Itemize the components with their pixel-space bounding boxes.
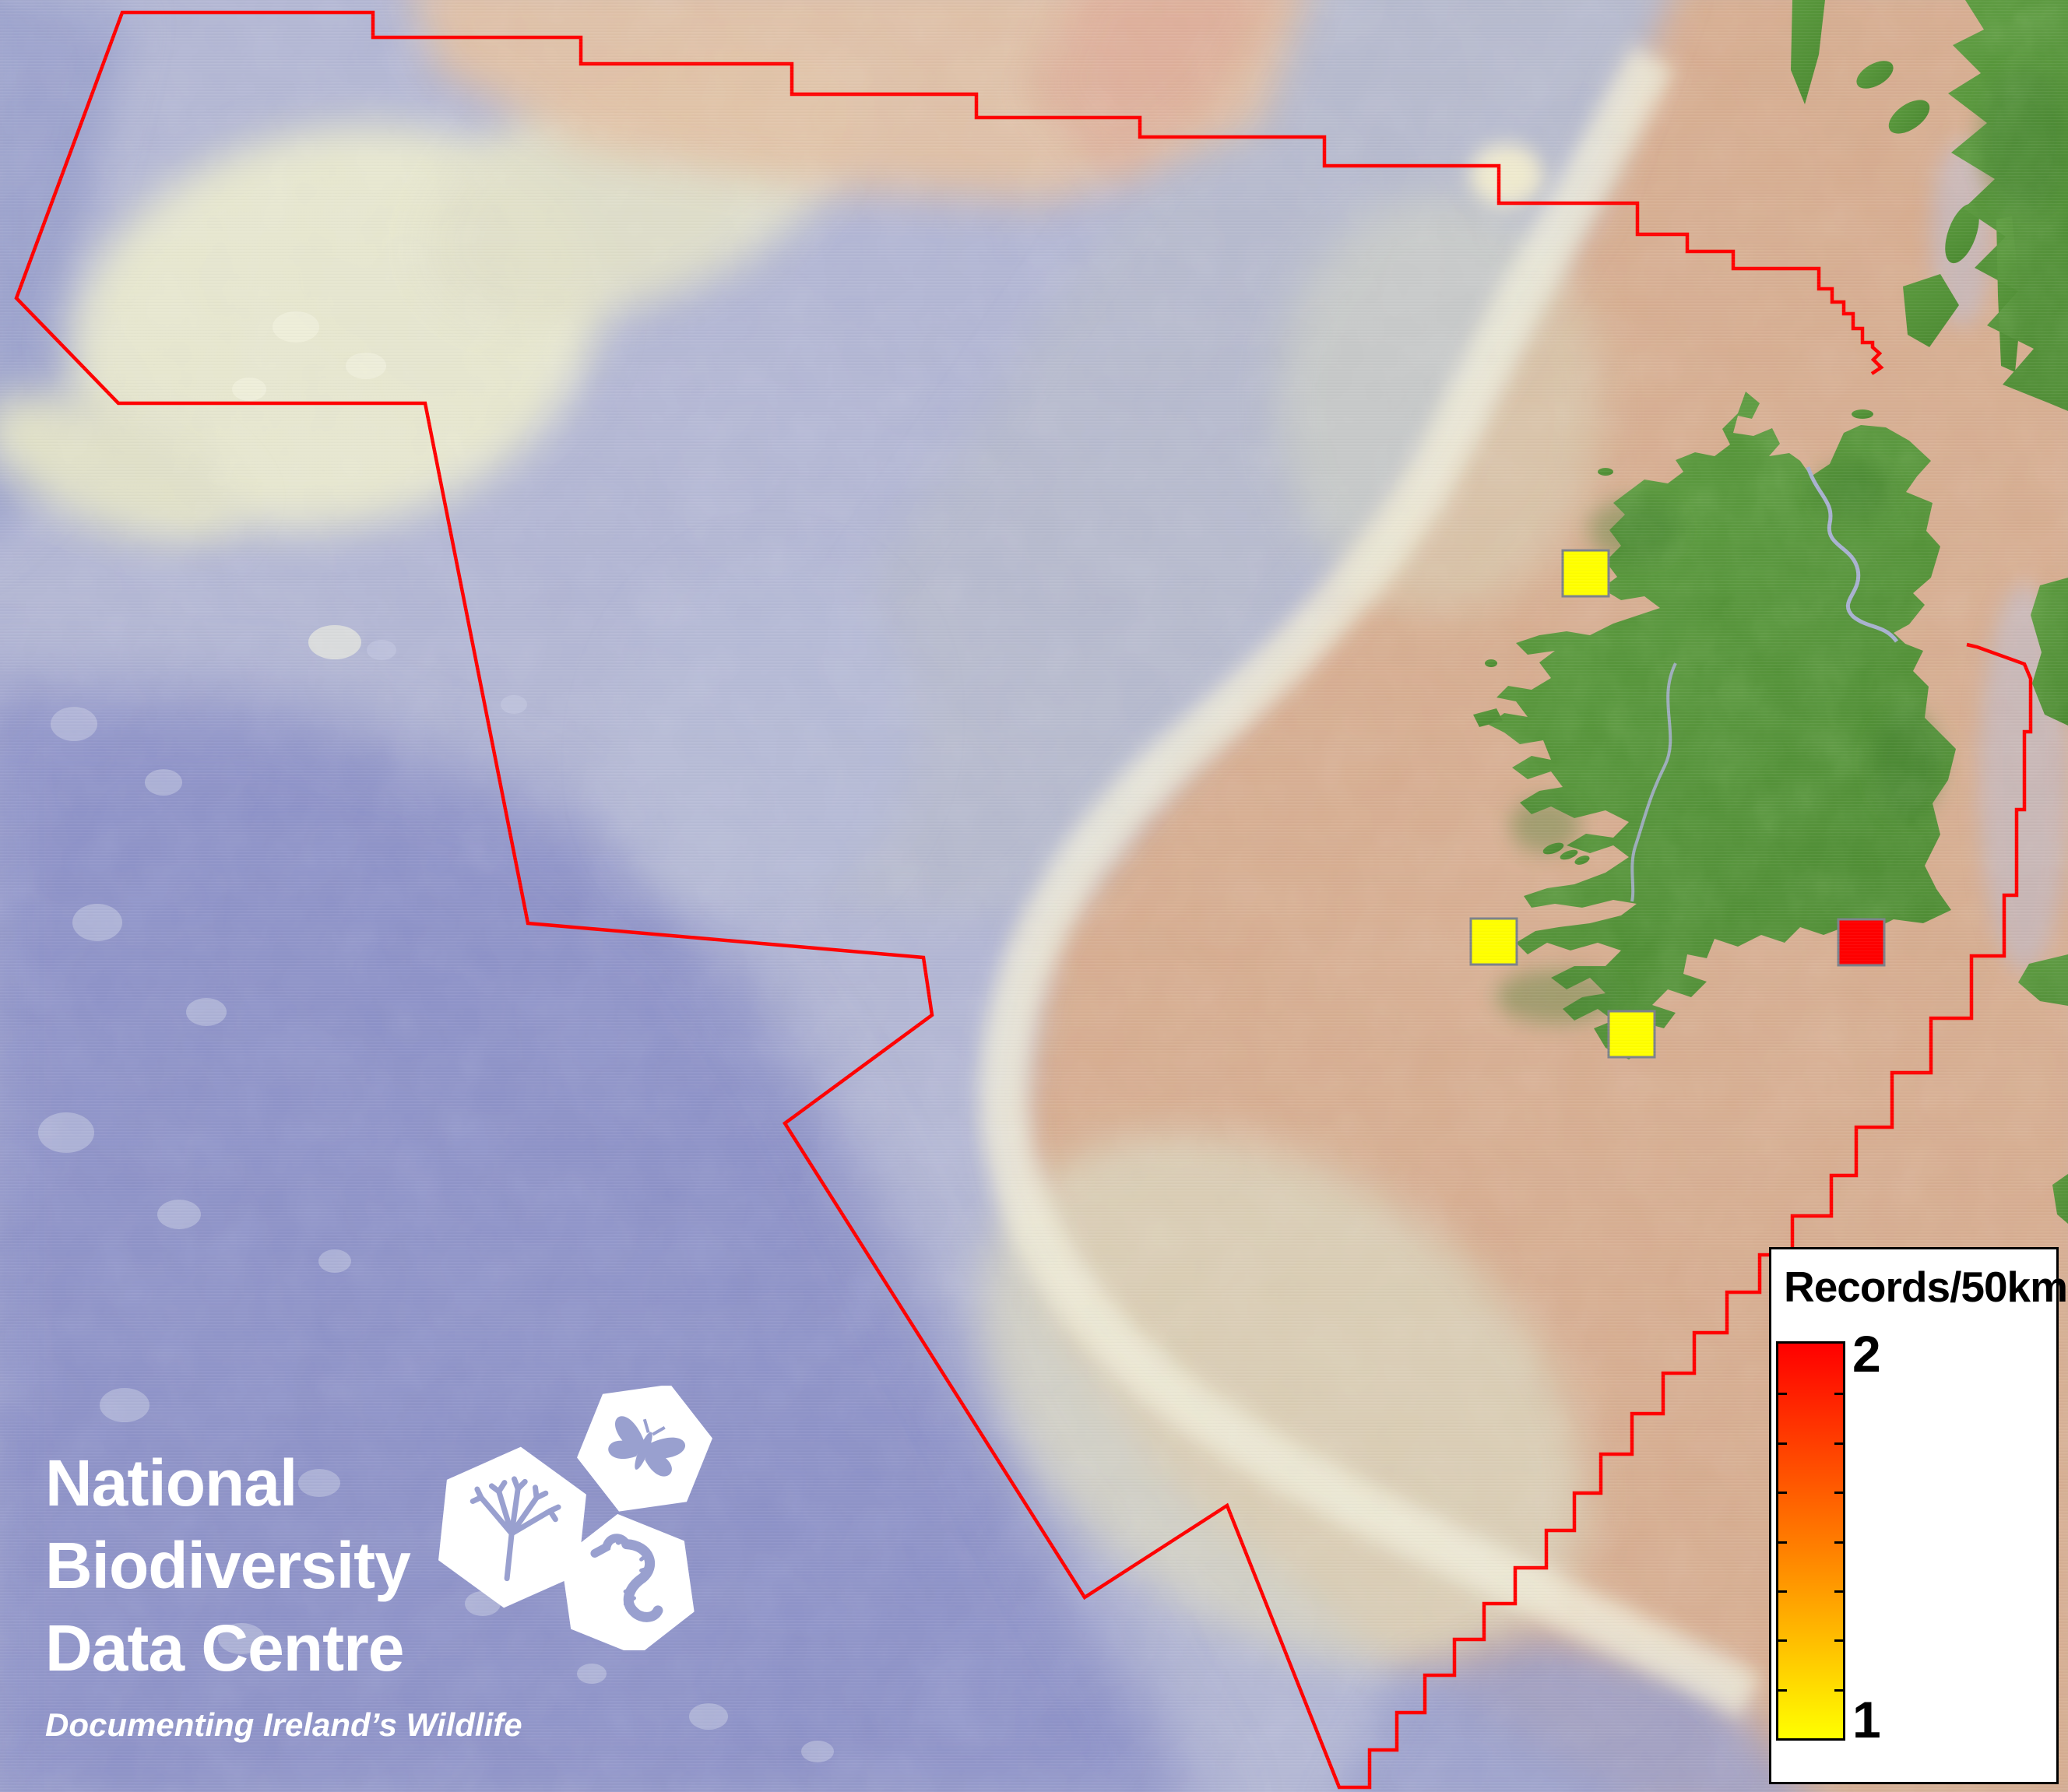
record-grid-cell: [1607, 1010, 1656, 1059]
logo-hexagon-cluster: [438, 1386, 712, 1650]
record-grid-cell: [1469, 917, 1518, 966]
plant-umbel-icon: [438, 1446, 586, 1608]
legend-panel: Records/50km 2 1: [1769, 1247, 2068, 1784]
nbdc-logo: National Biodiversity Data Centre Docume…: [45, 1386, 808, 1744]
legend-color-ramp: [1776, 1341, 1845, 1741]
logo-tagline: Documenting Ireland’s Wildlife: [45, 1706, 522, 1743]
legend-tick: [1778, 1492, 1843, 1495]
record-grid-cells: [1469, 549, 1886, 1059]
river-and-border-lines: [1630, 466, 1899, 902]
legend-tick: [1778, 1688, 1843, 1692]
record-grid-cell: [1837, 918, 1886, 967]
record-grid-cell: [1561, 549, 1610, 598]
legend-min-label: 1: [1852, 1691, 1881, 1748]
legend-tick: [1778, 1590, 1843, 1593]
logo-line-3: Data Centre: [45, 1611, 404, 1685]
legend-title: Records/50km: [1784, 1263, 2068, 1311]
legend-tick: [1778, 1541, 1843, 1544]
legend-max-label: 2: [1852, 1325, 1881, 1383]
logo-line-1: National: [45, 1446, 297, 1520]
designated-waters-boundary-line: [14, 10, 2033, 1790]
logo-line-2: Biodiversity: [45, 1529, 411, 1602]
seahorse-icon: [561, 1513, 695, 1650]
legend-tick: [1778, 1442, 1843, 1445]
legend-tick: [1778, 1393, 1843, 1396]
butterfly-icon: [577, 1386, 712, 1512]
legend-tick: [1778, 1639, 1843, 1643]
shannon-river-line: [1630, 662, 1677, 902]
ni-border-line: [1806, 466, 1899, 643]
